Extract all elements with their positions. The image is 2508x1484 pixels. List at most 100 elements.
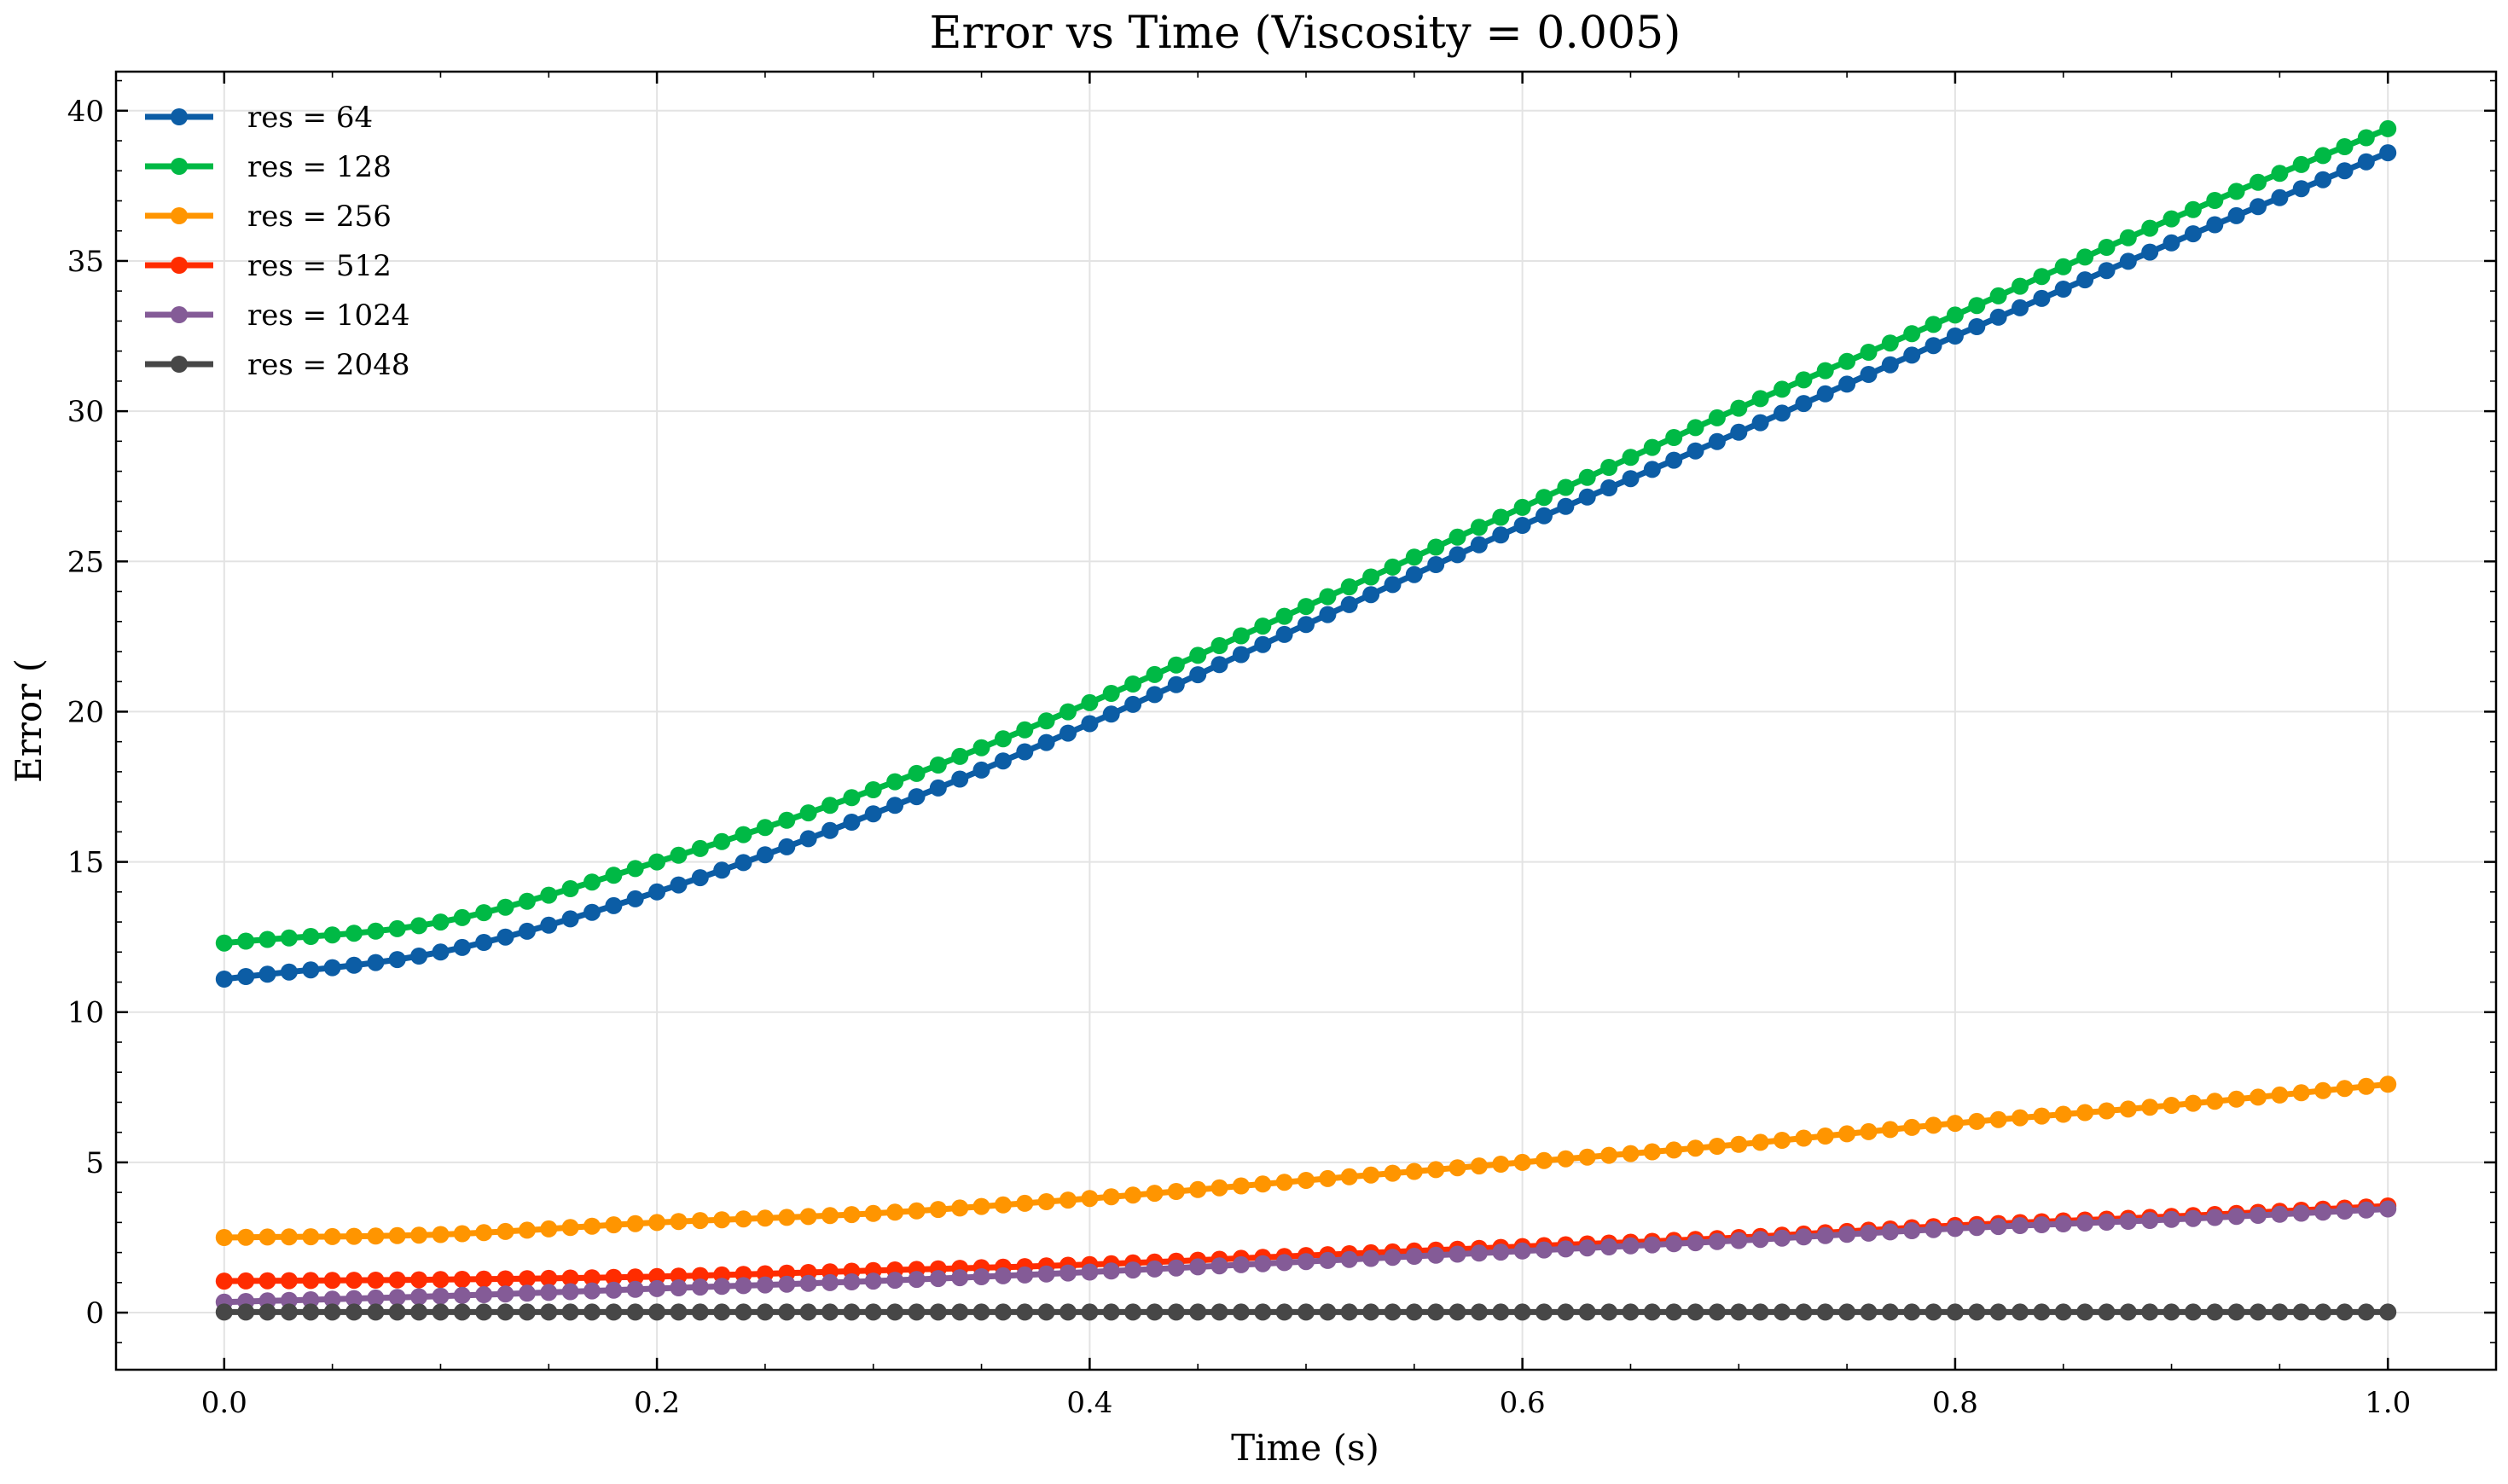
data-point <box>2141 219 2159 237</box>
data-point <box>2098 239 2116 256</box>
data-point <box>367 1272 385 1289</box>
data-point <box>648 883 666 901</box>
data-point <box>1492 508 1510 526</box>
data-point <box>1816 1303 1834 1321</box>
series-3 <box>215 1075 2397 1246</box>
data-point <box>388 1289 406 1307</box>
data-point <box>1405 565 1423 583</box>
data-point <box>280 1272 298 1290</box>
data-point <box>1275 1174 1293 1191</box>
data-point <box>1687 419 1704 437</box>
x-tick-label: 0.6 <box>1500 1386 1546 1420</box>
y-tick-label: 20 <box>67 695 104 729</box>
data-point <box>410 1271 428 1289</box>
data-point <box>994 1196 1012 1214</box>
data-point <box>994 1267 1012 1284</box>
data-point <box>2076 1303 2094 1321</box>
data-point <box>1384 558 1402 576</box>
data-point <box>1189 1180 1207 1198</box>
y-tick-label: 5 <box>85 1146 104 1180</box>
data-point <box>1167 1259 1185 1277</box>
data-point <box>1989 1110 2007 1128</box>
data-point <box>1665 451 1683 469</box>
data-point <box>2357 1201 2375 1219</box>
data-point <box>1622 449 1640 467</box>
data-point <box>1687 1303 1704 1321</box>
data-point <box>1275 1303 1293 1321</box>
data-point <box>2119 1213 2137 1230</box>
data-point <box>561 1303 579 1321</box>
data-point <box>864 805 882 823</box>
data-point <box>1016 1194 1034 1212</box>
data-point <box>302 1228 320 1246</box>
data-point <box>475 1270 493 1288</box>
data-point <box>908 1271 926 1289</box>
data-point <box>994 752 1012 770</box>
data-point <box>1578 1303 1596 1321</box>
legend-swatch-marker <box>171 158 188 175</box>
data-point <box>2206 216 2224 234</box>
data-point <box>1124 1186 1142 1204</box>
data-point <box>432 1303 450 1321</box>
data-point <box>2163 1097 2180 1114</box>
legend-label: res = 512 <box>247 249 392 283</box>
data-point <box>280 1291 298 1309</box>
data-point <box>2098 1102 2116 1120</box>
data-point <box>475 1224 493 1242</box>
data-point <box>2033 1107 2051 1125</box>
data-point <box>1340 595 1358 613</box>
data-point <box>453 1271 471 1288</box>
data-point <box>367 954 385 971</box>
data-point <box>561 880 579 897</box>
data-point <box>1513 1242 1531 1260</box>
data-point <box>540 1303 558 1321</box>
data-point <box>972 1268 990 1285</box>
data-point <box>1925 316 1942 333</box>
data-point <box>258 965 276 983</box>
data-point <box>1319 1303 1337 1321</box>
data-point <box>799 804 817 822</box>
data-point <box>2292 1303 2310 1321</box>
data-point <box>410 948 428 965</box>
data-point <box>778 838 796 855</box>
data-point <box>1492 1156 1510 1173</box>
data-point <box>605 1281 623 1299</box>
data-point <box>2314 1081 2332 1099</box>
data-point <box>367 922 385 940</box>
data-point <box>388 919 406 937</box>
data-point <box>691 1303 709 1321</box>
data-point <box>1774 1132 1791 1149</box>
data-point <box>432 1287 450 1305</box>
data-point <box>518 1284 536 1302</box>
data-point <box>258 1303 276 1321</box>
data-point <box>1838 375 1856 393</box>
data-point <box>1081 693 1099 711</box>
data-point <box>323 1227 341 1245</box>
data-point <box>2163 210 2180 228</box>
data-point <box>410 1303 428 1321</box>
series-layer <box>215 119 2397 1321</box>
data-point <box>1037 1193 1055 1210</box>
data-point <box>2250 173 2267 191</box>
data-point <box>1405 1303 1423 1321</box>
data-point <box>2076 1214 2094 1232</box>
data-point <box>1362 1249 1380 1267</box>
data-point <box>2292 1084 2310 1102</box>
data-point <box>691 1212 709 1230</box>
data-point <box>1643 461 1661 478</box>
y-tick-label: 40 <box>67 95 104 129</box>
data-point <box>648 1303 666 1321</box>
data-point <box>518 1270 536 1288</box>
data-point <box>2271 165 2289 183</box>
data-point <box>1298 1253 1315 1271</box>
data-point <box>1232 646 1250 664</box>
data-point <box>1600 1146 1618 1164</box>
data-point <box>2054 258 2072 275</box>
data-point <box>345 956 363 974</box>
data-point <box>605 1216 623 1234</box>
data-point <box>2250 198 2267 216</box>
data-point <box>2076 248 2094 266</box>
legend-entry: res = 64 <box>145 101 373 135</box>
data-point <box>2206 192 2224 209</box>
data-point <box>1405 1248 1423 1265</box>
